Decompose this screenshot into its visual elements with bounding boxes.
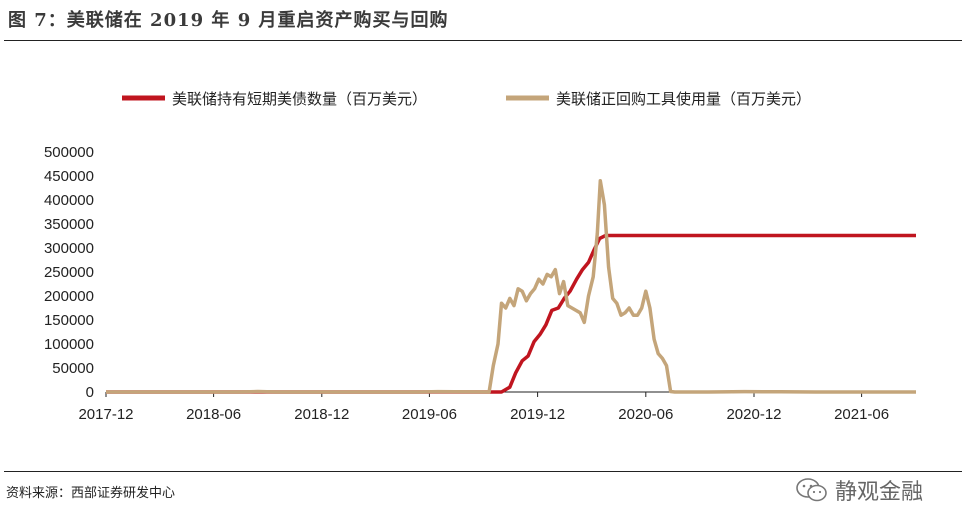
legend: 美联储持有短期美债数量（百万美元） 美联储正回购工具使用量（百万美元） (122, 90, 811, 108)
x-tick-label: 2018-06 (186, 406, 241, 423)
x-tick-label: 2019-12 (510, 406, 565, 423)
watermark-text: 静观金融 (835, 480, 924, 505)
y-tick-label: 100000 (44, 336, 94, 353)
x-axis: 2017-12 2018-06 2018-12 2019-06 2019-12 2020-… (78, 392, 889, 423)
bottom-rule (4, 471, 962, 472)
series-line-soma (106, 233, 916, 394)
figure-title: 图 7：美联储在 2019 年 9 月重启资产购买与回购 (8, 10, 449, 31)
y-tick-label: 250000 (44, 264, 94, 281)
source-note: 资料来源：西部证券研发中心 (6, 486, 176, 501)
series-line-repo (106, 179, 916, 394)
x-tick-label: 2017-12 (78, 406, 133, 423)
x-tick-label: 2020-06 (618, 406, 673, 423)
y-tick-label: 150000 (44, 312, 94, 329)
y-tick-label: 400000 (44, 192, 94, 209)
series-lines (106, 179, 916, 394)
y-tick-label: 50000 (52, 360, 94, 377)
wechat-icon (796, 478, 827, 502)
watermark: 静观金融 (795, 474, 923, 506)
y-tick-label: 350000 (44, 216, 94, 233)
y-axis: 5000004500004000003500003000002500002000… (44, 144, 94, 401)
x-tick-label: 2018-12 (294, 406, 349, 423)
x-tick-label: 2021-06 (834, 406, 889, 423)
top-rule (4, 40, 962, 41)
y-tick-label: 300000 (44, 240, 94, 257)
y-tick-label: 0 (86, 384, 94, 401)
legend-label-repo: 美联储正回购工具使用量（百万美元） (556, 90, 811, 108)
x-tick-label: 2020-12 (726, 406, 781, 423)
y-tick-label: 200000 (44, 288, 94, 305)
legend-label-soma: 美联储持有短期美债数量（百万美元） (172, 90, 427, 108)
y-tick-label: 500000 (44, 144, 94, 161)
y-tick-label: 450000 (44, 168, 94, 185)
x-tick-label: 2019-06 (402, 406, 457, 423)
